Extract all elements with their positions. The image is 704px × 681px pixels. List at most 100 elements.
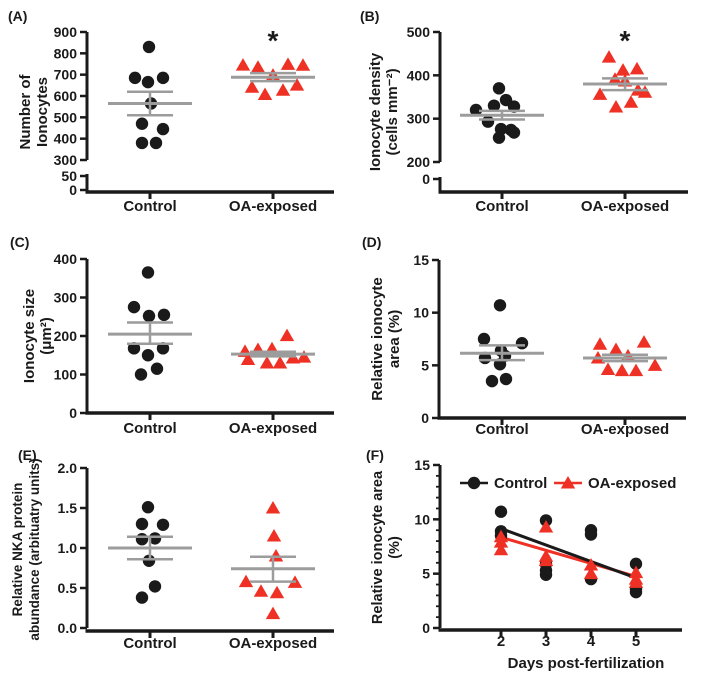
data-point-triangle xyxy=(240,352,256,365)
y-tick-label: 400 xyxy=(407,67,431,83)
y-tick-label: 900 xyxy=(54,24,78,40)
data-point-circle xyxy=(629,585,643,599)
y-tick-label: 0.0 xyxy=(58,620,78,636)
data-point-circle xyxy=(141,501,155,514)
data-point-triangle xyxy=(629,61,645,75)
data-point-circle xyxy=(128,71,142,85)
data-point-triangle xyxy=(253,584,269,597)
y-tick-label: 2.0 xyxy=(58,460,78,476)
data-point-triangle xyxy=(538,519,554,533)
data-point-triangle xyxy=(280,57,296,70)
chart-ionocyte-density: 200 300 400 500 0 Ionocyte density (cells mm⁻²… xyxy=(367,24,688,215)
data-point-circle xyxy=(492,82,506,95)
y-tick-label: 0 xyxy=(69,405,77,421)
data-point-circle xyxy=(485,374,499,388)
data-point-triangle xyxy=(257,87,273,101)
data-point-circle xyxy=(150,362,164,375)
data-point-triangle xyxy=(275,83,291,96)
x-tick-label: 4 xyxy=(587,633,596,650)
category-label: Control xyxy=(475,198,528,215)
significance-asterisk: * xyxy=(268,25,279,56)
y-tick-label: 0.5 xyxy=(58,580,78,596)
y-tick-label: 200 xyxy=(407,154,431,170)
y-tick-label: 600 xyxy=(54,88,78,104)
data-point-triangle xyxy=(628,363,644,377)
data-point-circle xyxy=(494,505,508,518)
data-point-triangle xyxy=(583,566,599,580)
data-point-triangle xyxy=(265,501,281,514)
data-point-circle xyxy=(469,103,483,117)
data-point-triangle xyxy=(583,557,599,571)
data-point-triangle xyxy=(238,574,254,588)
data-point-triangle xyxy=(608,342,624,356)
data-point-triangle xyxy=(636,335,652,348)
data-point-circle xyxy=(135,136,149,150)
y-tick-label: 0 xyxy=(422,620,430,636)
category-label: Control xyxy=(475,421,528,438)
category-label: OA-exposed xyxy=(229,420,317,437)
data-point-triangle xyxy=(592,337,608,350)
data-point-circle xyxy=(148,532,162,545)
y-tick-label: 200 xyxy=(54,328,78,344)
y-axis-label: Ionocyte density xyxy=(367,52,384,171)
data-point-triangle xyxy=(601,50,617,63)
data-point-triangle xyxy=(296,350,312,363)
chart-relative-ionocyte-area: 0 5 10 15 Relative ionocyte area (%) Control OA… xyxy=(369,252,686,438)
y-tick-label: 15 xyxy=(414,457,430,473)
data-point-triangle xyxy=(628,565,644,579)
y-tick-label: 300 xyxy=(54,290,78,306)
data-point-circle xyxy=(142,309,156,323)
data-point-circle xyxy=(149,136,163,150)
category-label: Control xyxy=(123,198,176,215)
data-point-triangle xyxy=(647,358,663,371)
data-point-triangle xyxy=(235,58,251,71)
data-point-triangle xyxy=(493,535,509,548)
y-axis-label: (μm²) xyxy=(38,317,55,355)
data-point-circle xyxy=(127,300,141,314)
y-axis-label: Ionocytes xyxy=(34,77,51,147)
category-label: OA-exposed xyxy=(229,635,317,652)
x-axis-label: Days post-fertilization xyxy=(508,655,665,672)
y-break-tick-label: 50 xyxy=(61,168,77,184)
data-point-triangle xyxy=(272,355,288,369)
data-point-triangle xyxy=(614,363,630,377)
category-label: Control xyxy=(123,635,176,652)
panel-label-f: (F) xyxy=(366,447,384,463)
x-tick-label: 2 xyxy=(497,633,505,650)
data-point-circle xyxy=(135,591,149,604)
data-point-circle xyxy=(481,115,495,128)
data-point-triangle xyxy=(259,355,275,369)
data-point-triangle xyxy=(628,575,644,588)
y-tick-label: 1.5 xyxy=(58,500,78,516)
y-axis-label: (%) xyxy=(387,536,403,559)
y-tick-label: 300 xyxy=(54,152,78,168)
data-point-triangle xyxy=(279,328,295,342)
data-point-triangle xyxy=(608,99,624,113)
panel-label-b: (B) xyxy=(360,8,380,24)
data-point-circle xyxy=(156,342,170,355)
panel-label-d: (D) xyxy=(362,234,382,250)
data-point-triangle xyxy=(600,362,616,376)
x-tick-label: 5 xyxy=(632,633,640,650)
data-point-circle xyxy=(157,308,171,322)
y-tick-label: 100 xyxy=(54,367,78,383)
data-point-circle xyxy=(141,349,155,362)
data-point-circle xyxy=(629,557,643,571)
data-point-circle xyxy=(142,40,156,54)
data-point-triangle xyxy=(615,63,631,76)
data-point-triangle xyxy=(592,87,608,100)
y-tick-label: 400 xyxy=(54,251,78,267)
category-label: OA-exposed xyxy=(581,198,669,215)
y-tick-label: 0 xyxy=(421,410,429,426)
data-point-triangle xyxy=(295,58,311,71)
data-point-triangle xyxy=(538,553,554,567)
data-point-circle xyxy=(135,117,149,130)
panel-label-e: (E) xyxy=(18,447,37,463)
data-point-circle xyxy=(127,342,141,355)
y-tick-label: 5 xyxy=(421,357,429,373)
chart-number-of-ionocytes: 300 400 500 600 700 800 900 500 Number of Ionocyt… xyxy=(17,24,334,215)
data-point-triangle xyxy=(493,542,509,556)
data-point-circle xyxy=(493,299,507,312)
y-break-tick-label: 0 xyxy=(69,182,77,198)
category-label: OA-exposed xyxy=(229,198,317,215)
